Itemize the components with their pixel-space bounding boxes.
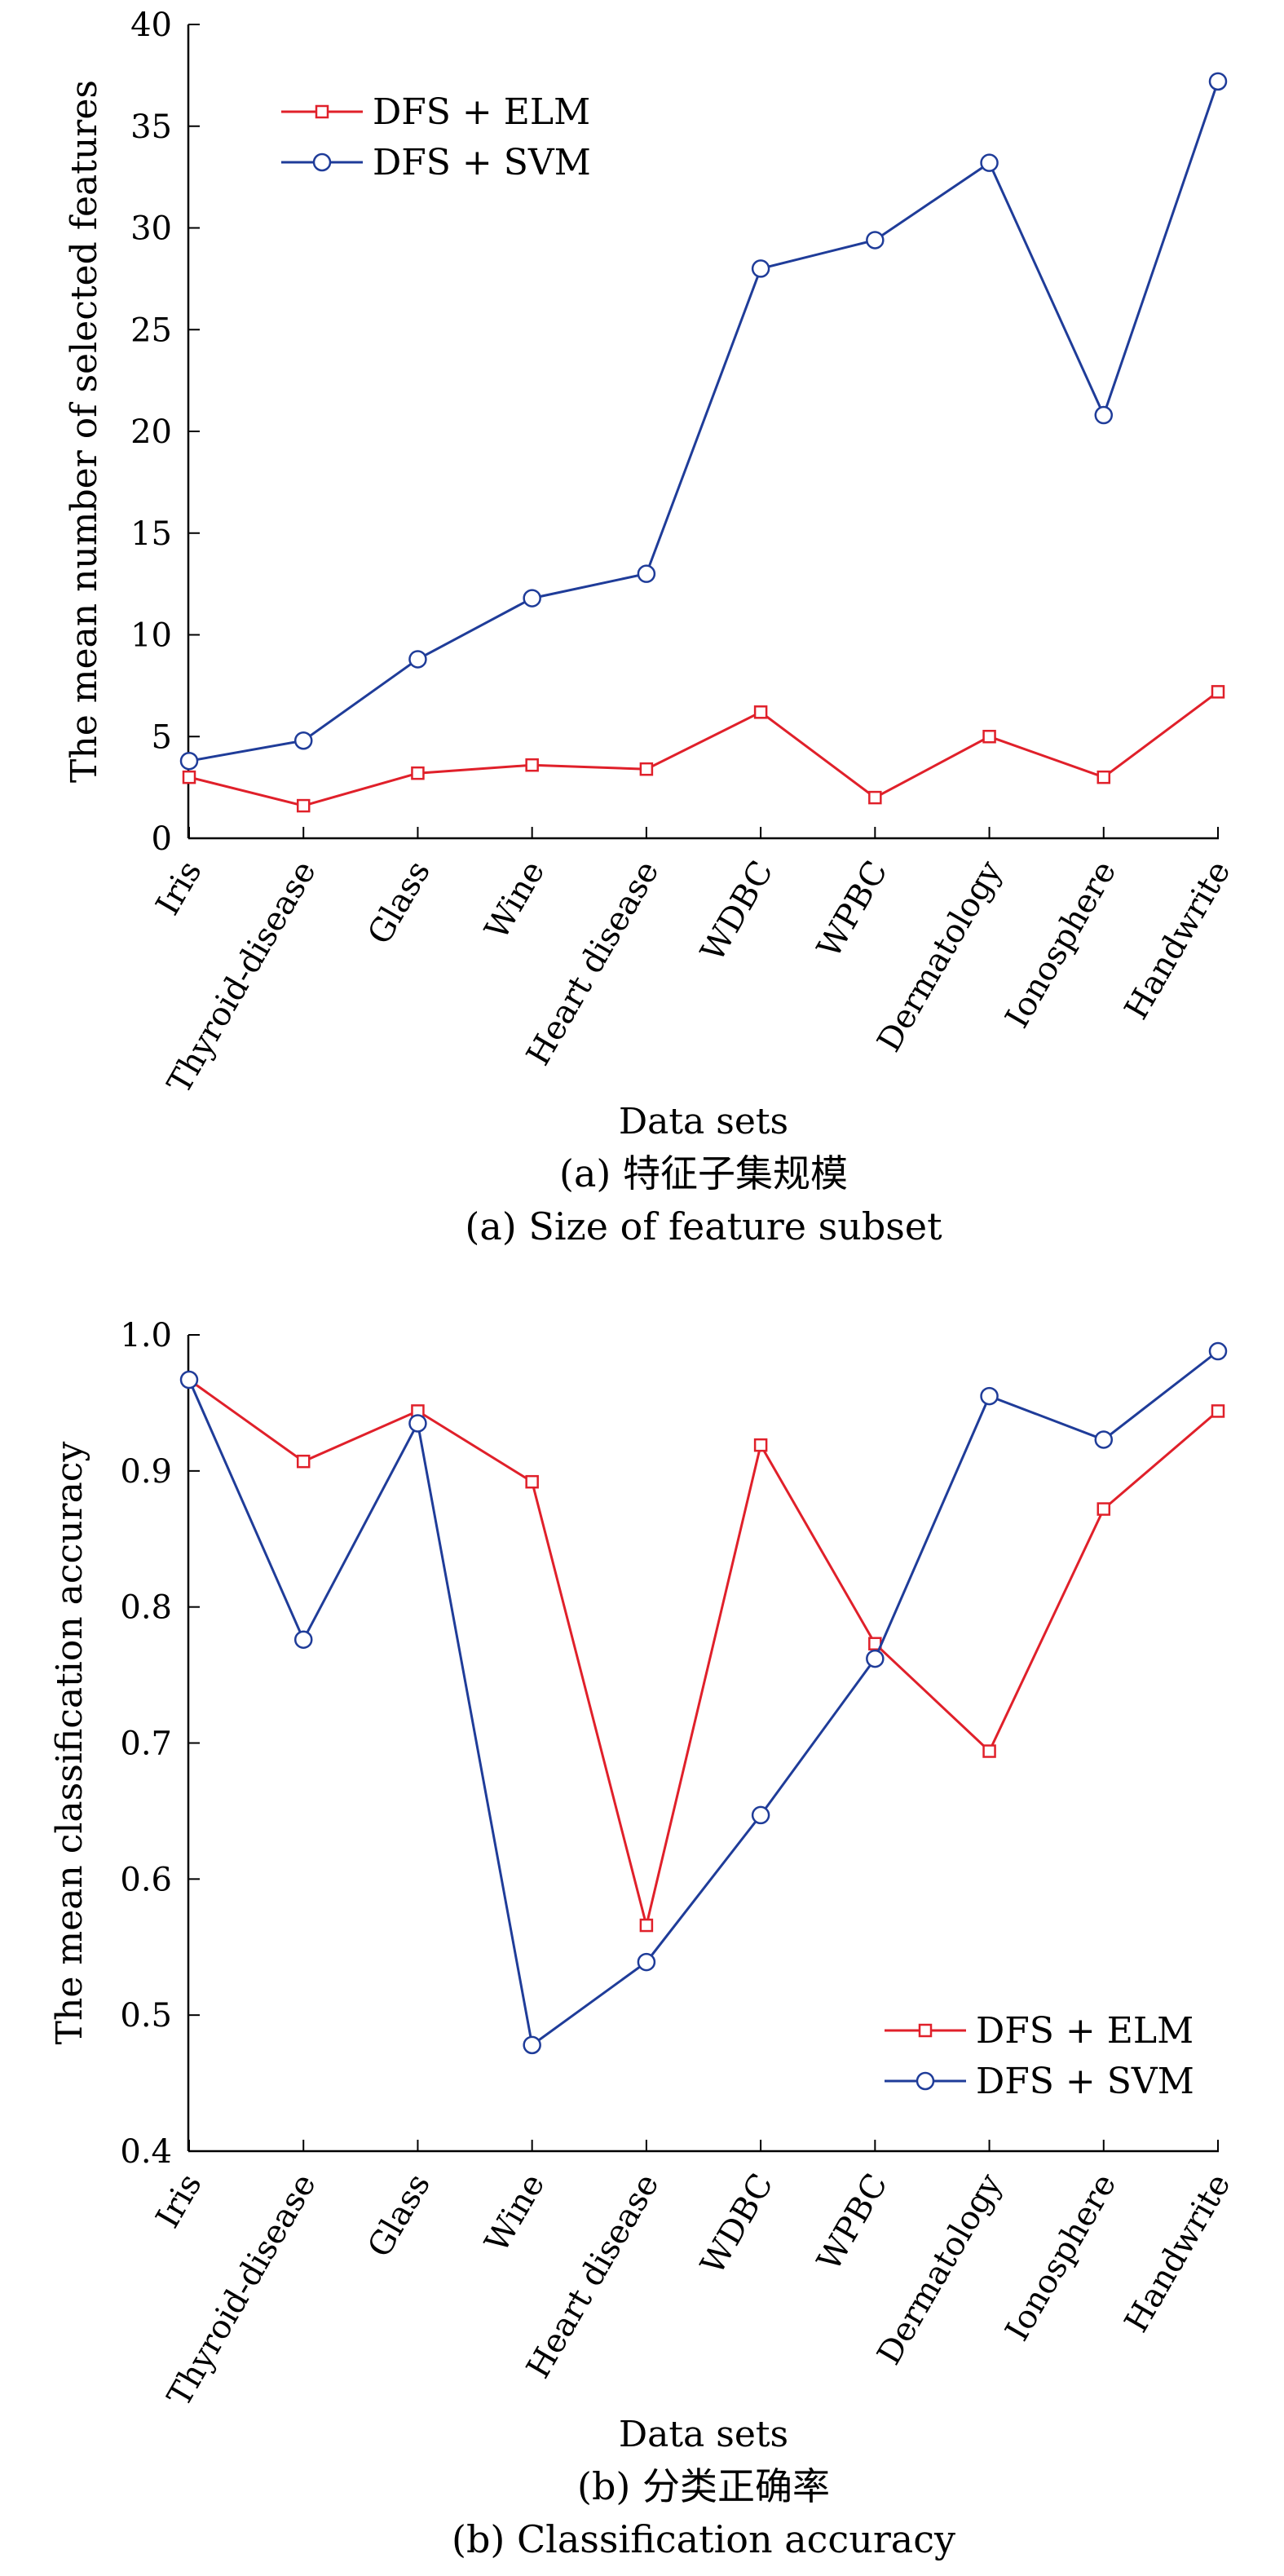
data-point bbox=[753, 1438, 768, 1452]
x-tick-label: WPBC bbox=[810, 855, 895, 965]
legend-label: DFS + SVM bbox=[976, 2061, 1194, 2102]
data-point bbox=[1211, 1404, 1225, 1418]
caption-english: (a) Size of feature subset bbox=[465, 1204, 942, 1248]
x-tick-label: Iris bbox=[149, 855, 210, 921]
data-point bbox=[523, 2035, 541, 2055]
y-tick-label: 30 bbox=[130, 210, 172, 248]
data-point bbox=[525, 1474, 539, 1489]
legend-marker bbox=[312, 152, 332, 172]
y-tick-label: 25 bbox=[130, 312, 172, 349]
data-point bbox=[523, 589, 541, 608]
data-point bbox=[980, 1386, 999, 1406]
y-tick-label: 0.9 bbox=[120, 1453, 172, 1491]
y-tick-label: 10 bbox=[130, 617, 172, 655]
caption-chinese: (b) 分类正确率 bbox=[577, 2464, 830, 2508]
legend: DFS + ELM DFS + SVM bbox=[281, 91, 591, 183]
data-point bbox=[982, 730, 996, 744]
x-tick-label: WDBC bbox=[694, 855, 781, 968]
y-axis-label: The mean classification accuracy bbox=[49, 1442, 90, 2045]
caption-chinese: (a) 特征子集规模 bbox=[559, 1151, 848, 1195]
legend-marker bbox=[918, 2023, 933, 2038]
data-point bbox=[296, 798, 311, 813]
data-point bbox=[1096, 770, 1111, 784]
x-tick-label: Dermatology bbox=[870, 2167, 1009, 2371]
x-axis-label: Data sets bbox=[619, 1101, 788, 1142]
data-point bbox=[179, 751, 199, 771]
y-tick-label: 20 bbox=[130, 413, 172, 451]
data-point bbox=[1094, 405, 1114, 425]
x-tick-label: Glass bbox=[360, 855, 438, 951]
y-tick-label: 0.4 bbox=[120, 2133, 172, 2171]
x-tick-label: Handwrite bbox=[1118, 855, 1238, 1026]
data-point bbox=[753, 705, 768, 719]
y-tick-label: 5 bbox=[152, 718, 172, 756]
data-point bbox=[408, 650, 427, 669]
x-tick-label: WPBC bbox=[810, 2167, 895, 2278]
legend-marker bbox=[315, 104, 329, 119]
x-tick-label: Wine bbox=[478, 855, 552, 946]
data-point bbox=[296, 1454, 311, 1469]
data-point bbox=[525, 758, 539, 772]
series-line-2 bbox=[188, 81, 1220, 762]
x-tick-label: Ionosphere bbox=[999, 855, 1124, 1035]
y-tick-label: 0 bbox=[152, 820, 172, 858]
y-tick-label: 0.6 bbox=[120, 1861, 172, 1898]
y-tick-label: 35 bbox=[130, 108, 172, 146]
series-line-1 bbox=[188, 1378, 1219, 1926]
chart-2: 0.40.50.60.70.80.91.0IrisThyroid-disease… bbox=[49, 1317, 1238, 2561]
data-point bbox=[293, 731, 313, 750]
data-point bbox=[866, 231, 885, 250]
y-tick-label: 0.5 bbox=[120, 1997, 172, 2035]
legend-label: DFS + ELM bbox=[976, 2010, 1194, 2052]
x-tick-label: Iris bbox=[149, 2167, 210, 2234]
data-point bbox=[751, 1805, 770, 1825]
data-point bbox=[868, 790, 882, 805]
x-axis-label: Data sets bbox=[619, 2414, 788, 2455]
x-tick-label: Handwrite bbox=[1118, 2167, 1238, 2339]
data-point bbox=[751, 259, 770, 278]
legend-marker bbox=[916, 2071, 935, 2091]
y-tick-label: 0.7 bbox=[120, 1725, 172, 1763]
data-point bbox=[408, 1414, 427, 1433]
data-point bbox=[639, 762, 654, 776]
data-point bbox=[980, 153, 999, 172]
data-point bbox=[637, 564, 656, 583]
data-point bbox=[293, 1630, 313, 1649]
legend-label: DFS + ELM bbox=[373, 91, 590, 133]
x-tick-label: WDBC bbox=[694, 2167, 781, 2281]
series-line-1 bbox=[188, 691, 1219, 807]
data-point bbox=[866, 1649, 885, 1668]
data-point bbox=[411, 766, 425, 780]
series-line-2 bbox=[188, 1350, 1219, 2048]
x-tick-label: Ionosphere bbox=[999, 2167, 1124, 2348]
legend: DFS + ELM DFS + SVM bbox=[885, 2010, 1194, 2102]
data-point bbox=[639, 1918, 654, 1933]
data-point bbox=[1096, 1502, 1111, 1516]
x-tick-label: Wine bbox=[478, 2167, 552, 2259]
data-point bbox=[179, 1370, 199, 1390]
caption-english: (b) Classification accuracy bbox=[452, 2517, 955, 2561]
y-tick-label: 40 bbox=[130, 7, 172, 44]
y-tick-label: 15 bbox=[130, 515, 172, 553]
data-point bbox=[1094, 1430, 1114, 1449]
y-axis-label: The mean number of selected features bbox=[64, 80, 105, 783]
x-tick-label: Dermatology bbox=[870, 855, 1009, 1058]
data-point bbox=[982, 1744, 996, 1758]
y-tick-label: 1.0 bbox=[120, 1317, 172, 1354]
data-point bbox=[1208, 72, 1228, 91]
y-tick-label: 0.8 bbox=[120, 1589, 172, 1627]
x-tick-label: Glass bbox=[360, 2167, 438, 2264]
data-point bbox=[1208, 1341, 1228, 1361]
data-point bbox=[182, 770, 196, 784]
data-point bbox=[1211, 685, 1225, 699]
legend-label: DFS + SVM bbox=[373, 142, 591, 183]
data-point bbox=[637, 1952, 656, 1972]
